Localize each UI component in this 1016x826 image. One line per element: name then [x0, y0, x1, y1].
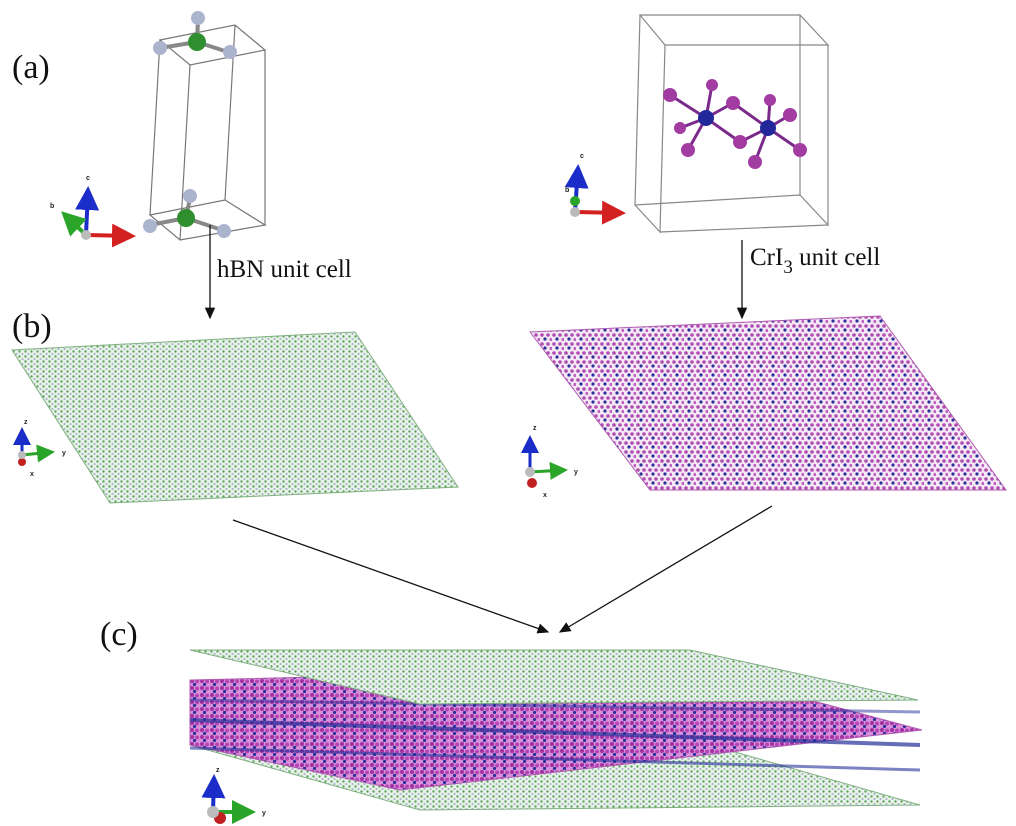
axis-label: b: [50, 203, 54, 210]
cri3-cell: [635, 15, 828, 232]
arrow: [233, 520, 548, 632]
caption-text: unit cell: [793, 244, 881, 271]
axis-label: c: [580, 153, 584, 160]
panel-label: (a): [12, 49, 50, 86]
axes-triad: z y: [207, 767, 266, 824]
axes-triad: z y x: [525, 425, 578, 499]
axis-label: y: [62, 450, 66, 457]
caption-subscript: 3: [783, 257, 793, 278]
caption: hBN unit cell: [217, 256, 352, 283]
caption-text: CrI: [750, 244, 783, 271]
caption: CrI3 unit cell: [750, 244, 880, 278]
axis-label: z: [216, 767, 220, 774]
arrow: [560, 506, 772, 632]
cri3-atoms: [663, 79, 807, 169]
axes-triad: z y x: [18, 419, 66, 478]
hbn-atoms: [143, 11, 237, 238]
axis-label: y: [262, 810, 266, 817]
hbn-cell: [150, 25, 265, 240]
figure: (a) (b) (c) c b hBN unit cell c b CrI3 u…: [0, 0, 1016, 826]
axis-label: b: [565, 187, 569, 194]
axis-label: c: [86, 175, 90, 182]
axis-label: y: [574, 469, 578, 476]
hbn-sheet: [12, 332, 458, 503]
axis-label: x: [30, 471, 34, 478]
axis-label: z: [533, 425, 537, 432]
axes-triad: c b: [565, 153, 622, 217]
heterostructure: [190, 650, 922, 810]
axes-triad: c b: [50, 175, 132, 240]
axis-label: x: [543, 492, 547, 499]
panel-label: (c): [100, 616, 138, 653]
cri3-sheet: [530, 316, 1006, 490]
axis-label: z: [24, 419, 28, 426]
panel-label: (b): [12, 308, 52, 345]
